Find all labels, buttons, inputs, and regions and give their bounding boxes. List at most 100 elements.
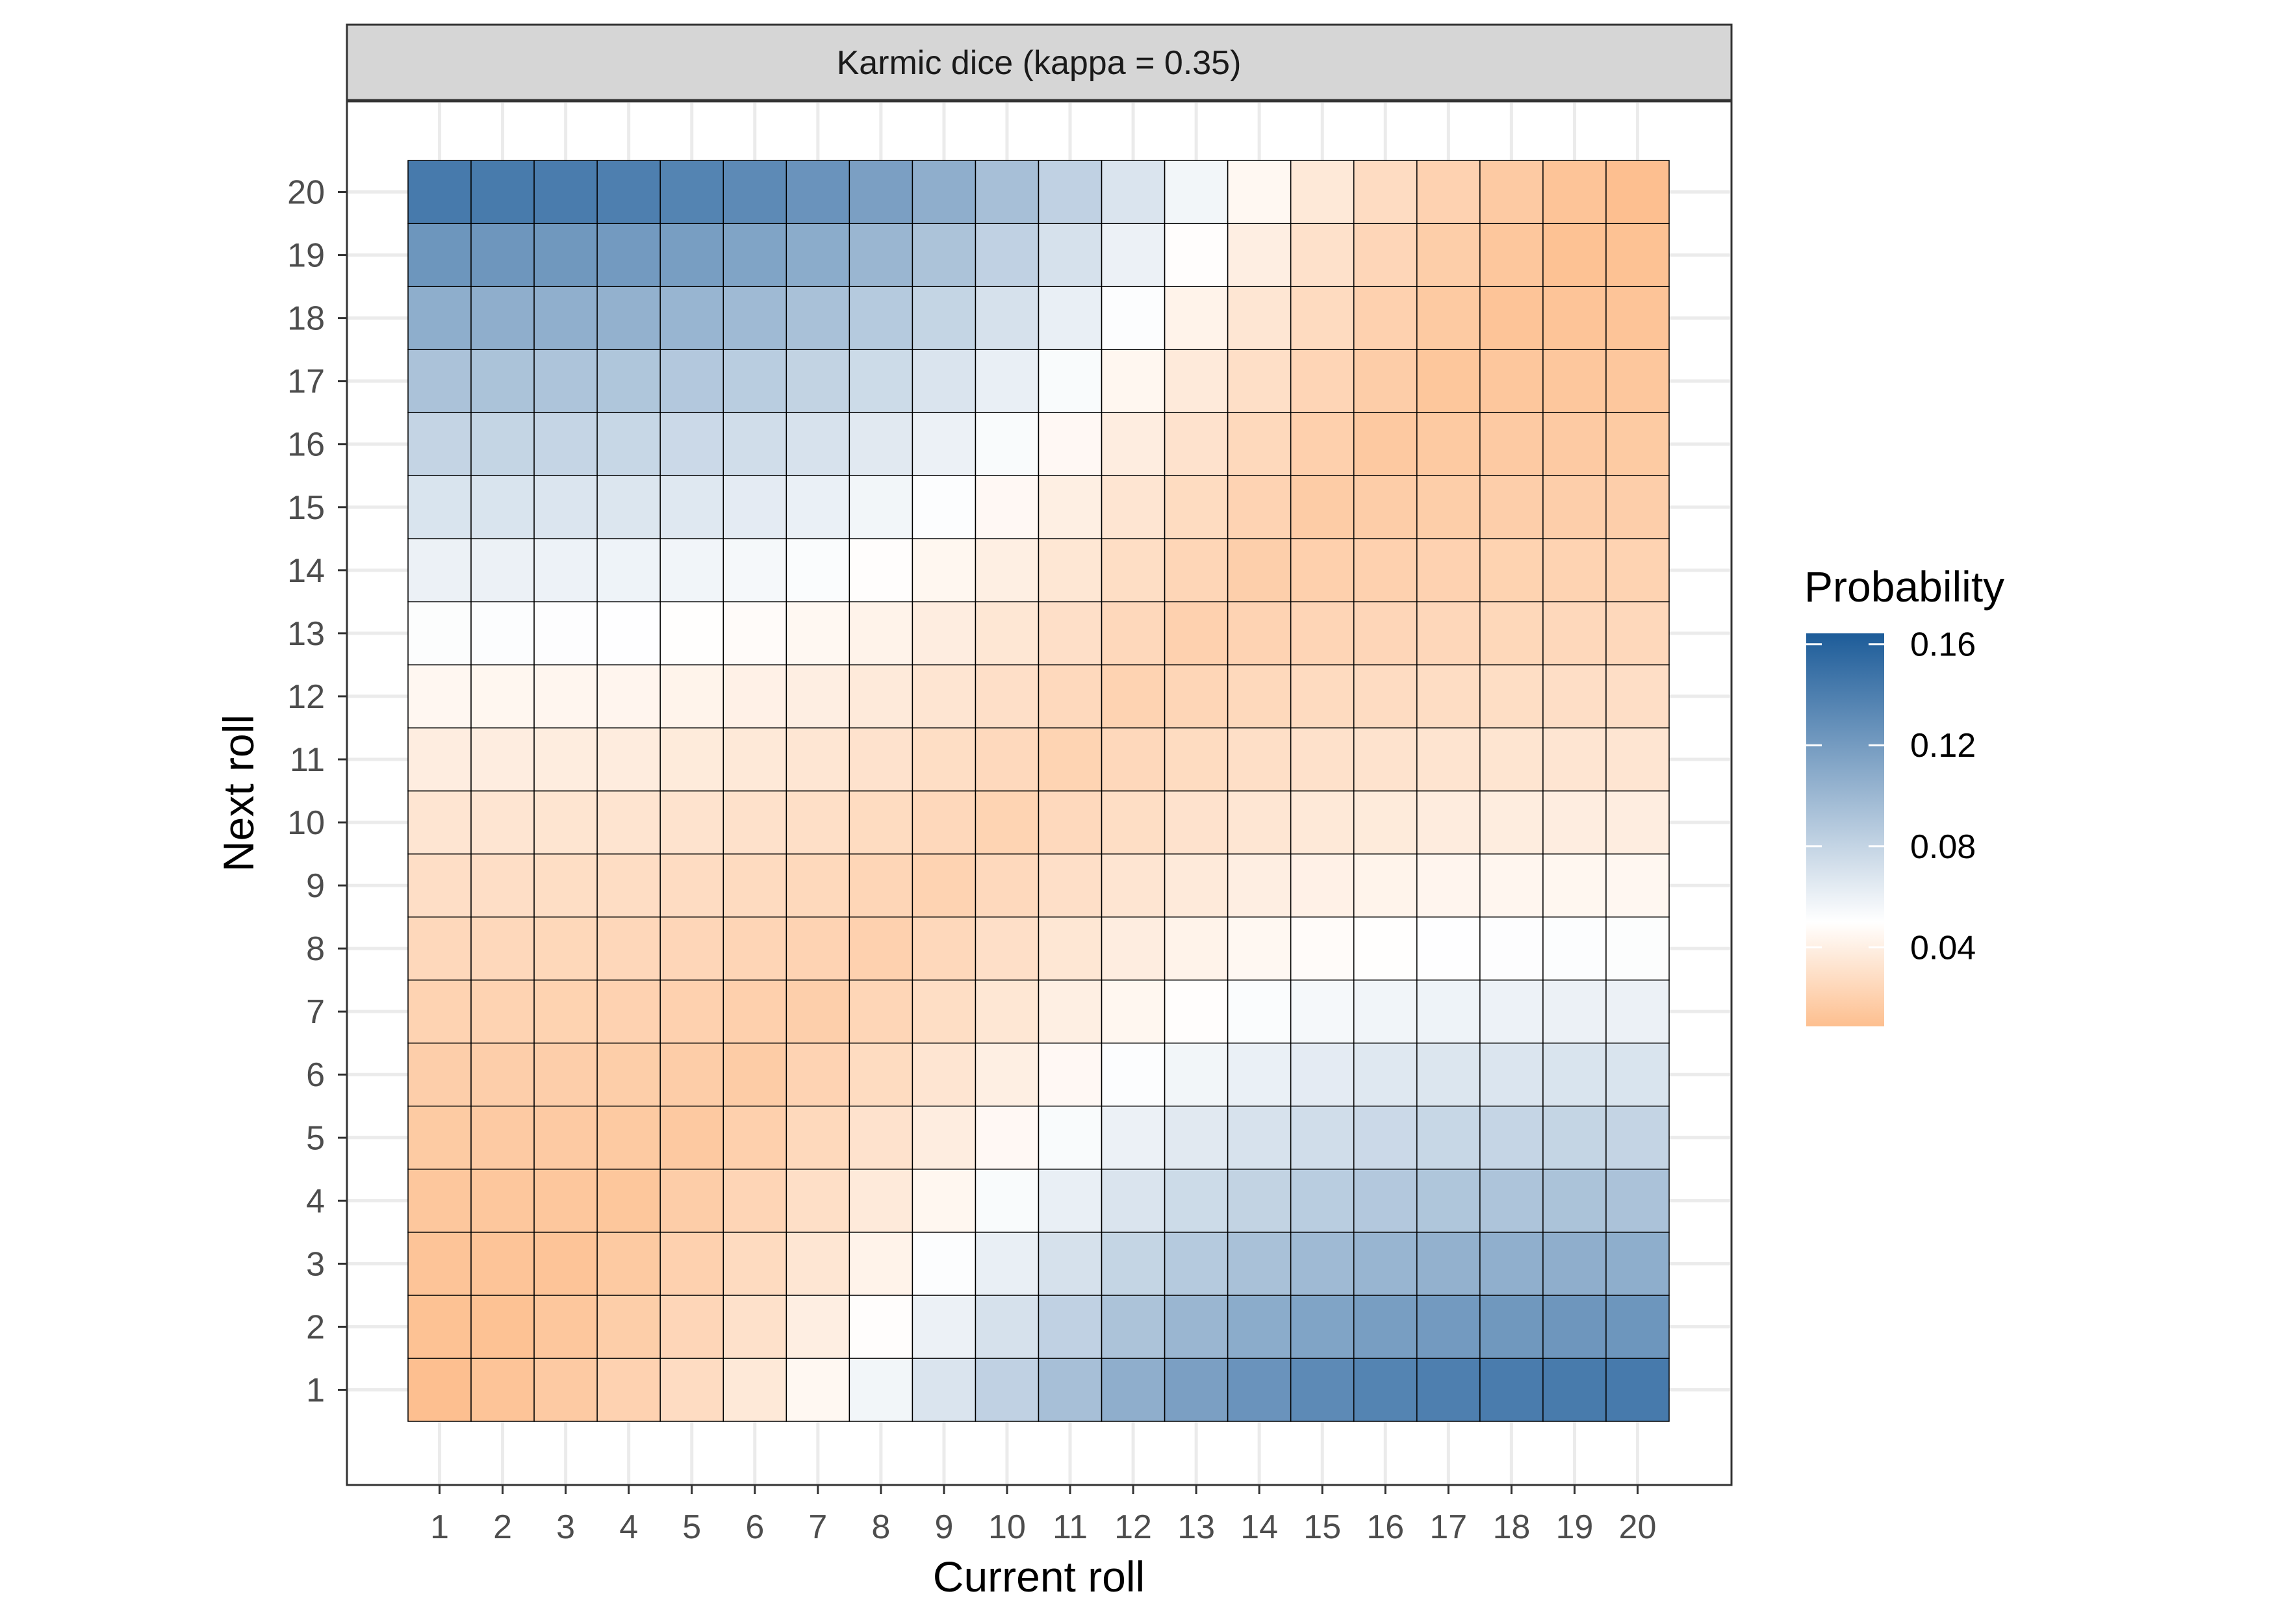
heatmap-tile <box>722 1295 787 1359</box>
heatmap-tile <box>659 664 724 729</box>
heatmap-tile <box>722 1042 787 1107</box>
heatmap-tile <box>975 853 1040 918</box>
heatmap-tile <box>1038 1106 1103 1170</box>
y-tick-label: 18 <box>287 300 325 338</box>
y-tick-label: 12 <box>287 678 325 716</box>
heatmap-tile <box>912 727 977 792</box>
heatmap-tile <box>1101 1295 1166 1359</box>
heatmap-tile <box>470 1232 535 1296</box>
heatmap-tile <box>1542 1295 1607 1359</box>
heatmap-tile <box>596 349 661 413</box>
heatmap-tile <box>1479 853 1544 918</box>
heatmap-tile <box>975 790 1040 855</box>
heatmap-tile <box>407 916 472 981</box>
heatmap-tile <box>1479 1042 1544 1107</box>
heatmap-tile <box>849 1295 913 1359</box>
heatmap-tile <box>1290 412 1355 477</box>
heatmap-tile <box>470 664 535 729</box>
heatmap-tile <box>1227 286 1292 350</box>
heatmap-tile <box>1542 1042 1607 1107</box>
heatmap-tile <box>1101 160 1166 224</box>
heatmap-tile <box>1101 286 1166 350</box>
heatmap-tile <box>1164 1295 1229 1359</box>
heatmap-tile <box>912 412 977 477</box>
heatmap-tile <box>1416 1358 1481 1422</box>
heatmap-tile <box>1290 1295 1355 1359</box>
x-tick-label: 15 <box>1303 1508 1341 1546</box>
heatmap-tile <box>1101 538 1166 603</box>
y-tick-label: 16 <box>287 426 325 464</box>
heatmap-tile <box>1164 160 1229 224</box>
heatmap-tile <box>1227 853 1292 918</box>
heatmap-tile <box>1038 1042 1103 1107</box>
heatmap-tile <box>1605 412 1670 477</box>
heatmap-tile <box>1038 223 1103 287</box>
heatmap-tile <box>659 160 724 224</box>
y-tick-label: 10 <box>287 804 325 842</box>
heatmap-tile <box>722 160 787 224</box>
heatmap-tile <box>1164 853 1229 918</box>
heatmap-tile <box>407 727 472 792</box>
heatmap-tile <box>1290 853 1355 918</box>
heatmap-tile <box>1038 790 1103 855</box>
heatmap-tile <box>849 412 913 477</box>
heatmap-tile <box>1038 538 1103 603</box>
heatmap-tile <box>1416 601 1481 666</box>
heatmap-tile <box>1101 1169 1166 1233</box>
heatmap-tile <box>596 286 661 350</box>
heatmap-tile <box>1164 223 1229 287</box>
heatmap-tile <box>849 223 913 287</box>
heatmap-tile <box>533 601 598 666</box>
heatmap-tile <box>596 223 661 287</box>
heatmap-tile <box>1290 1232 1355 1296</box>
heatmap-tile <box>1605 1042 1670 1107</box>
heatmap-tile <box>1227 160 1292 224</box>
heatmap-tile <box>1542 160 1607 224</box>
heatmap-tile <box>1101 475 1166 540</box>
y-tick-label: 7 <box>306 993 325 1031</box>
heatmap-tile <box>722 1232 787 1296</box>
heatmap-tile <box>533 916 598 981</box>
heatmap-tile <box>533 664 598 729</box>
heatmap-tile <box>786 979 850 1044</box>
heatmap-tile <box>470 1042 535 1107</box>
heatmap-tile <box>912 1106 977 1170</box>
heatmap-tile <box>849 790 913 855</box>
heatmap-tile <box>786 664 850 729</box>
heatmap-tile <box>659 916 724 981</box>
heatmap-tile <box>849 538 913 603</box>
heatmap-tile <box>1605 160 1670 224</box>
heatmap-tile <box>533 1169 598 1233</box>
heatmap-tile <box>1353 1232 1418 1296</box>
heatmap-tile <box>786 1169 850 1233</box>
heatmap-tile <box>1038 727 1103 792</box>
x-tick-label: 12 <box>1114 1508 1152 1546</box>
heatmap-tile <box>722 538 787 603</box>
heatmap-tile <box>659 475 724 540</box>
heatmap-tile <box>912 664 977 729</box>
heatmap-tile <box>407 853 472 918</box>
heatmap-tile <box>407 601 472 666</box>
heatmap-tile <box>722 1169 787 1233</box>
heatmap-tile <box>1605 601 1670 666</box>
heatmap-tile <box>912 1232 977 1296</box>
heatmap-tile <box>1101 1042 1166 1107</box>
heatmap-tile <box>533 1106 598 1170</box>
heatmap-tile <box>975 160 1040 224</box>
heatmap-tile <box>533 853 598 918</box>
heatmap-tile <box>1290 1169 1355 1233</box>
heatmap-tile <box>533 1042 598 1107</box>
heatmap-tile <box>1353 412 1418 477</box>
legend-tick-label: 0.08 <box>1910 828 1976 866</box>
heatmap-tile <box>1479 286 1544 350</box>
heatmap-tile <box>1038 916 1103 981</box>
heatmap-tile <box>1416 475 1481 540</box>
heatmap-tile <box>596 979 661 1044</box>
heatmap-tile <box>1290 1358 1355 1422</box>
heatmap-tile <box>1038 979 1103 1044</box>
heatmap-tile <box>722 916 787 981</box>
y-tick-label: 8 <box>306 930 325 968</box>
heatmap-tile <box>596 1169 661 1233</box>
heatmap-tile <box>849 916 913 981</box>
heatmap-tile <box>659 538 724 603</box>
